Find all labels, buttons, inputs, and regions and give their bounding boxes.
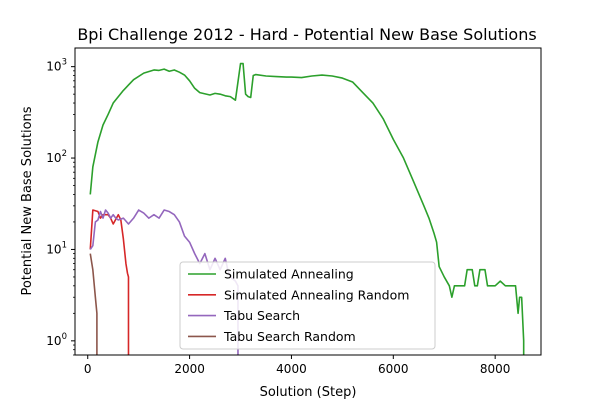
series-line-2 — [89, 209, 130, 355]
series-line-1 — [89, 62, 525, 355]
legend: Simulated Annealing Simulated Annealing R… — [179, 261, 436, 350]
legend-box — [179, 261, 436, 350]
series-line-4 — [89, 253, 98, 355]
x-tick-label: 2000 — [174, 362, 205, 376]
legend-label: Tabu Search Random — [223, 329, 356, 344]
legend-label: Simulated Annealing Random — [224, 287, 409, 302]
y-tick-label: 102 — [46, 149, 67, 165]
x-axis-label: Solution (Step) — [260, 385, 357, 400]
legend-label: Tabu Search — [223, 308, 300, 323]
x-tick-label: 4000 — [276, 362, 307, 376]
y-tick-label: 101 — [46, 240, 67, 256]
x-tick-label: 8000 — [480, 362, 511, 376]
y-tick-label: 103 — [46, 58, 67, 74]
axis-layer: 0 2000 4000 6000 8000 100 101 102 103 — [46, 58, 510, 376]
legend-label: Simulated Annealing — [224, 267, 354, 282]
y-axis-label: Potential New Base Solutions — [20, 106, 35, 295]
x-tick-label: 0 — [84, 362, 92, 376]
plot-frame — [74, 47, 542, 356]
y-tick-label: 100 — [46, 332, 67, 348]
x-tick-label: 6000 — [378, 362, 409, 376]
chart-title: Bpi Challenge 2012 - Hard - Potential Ne… — [77, 25, 536, 44]
